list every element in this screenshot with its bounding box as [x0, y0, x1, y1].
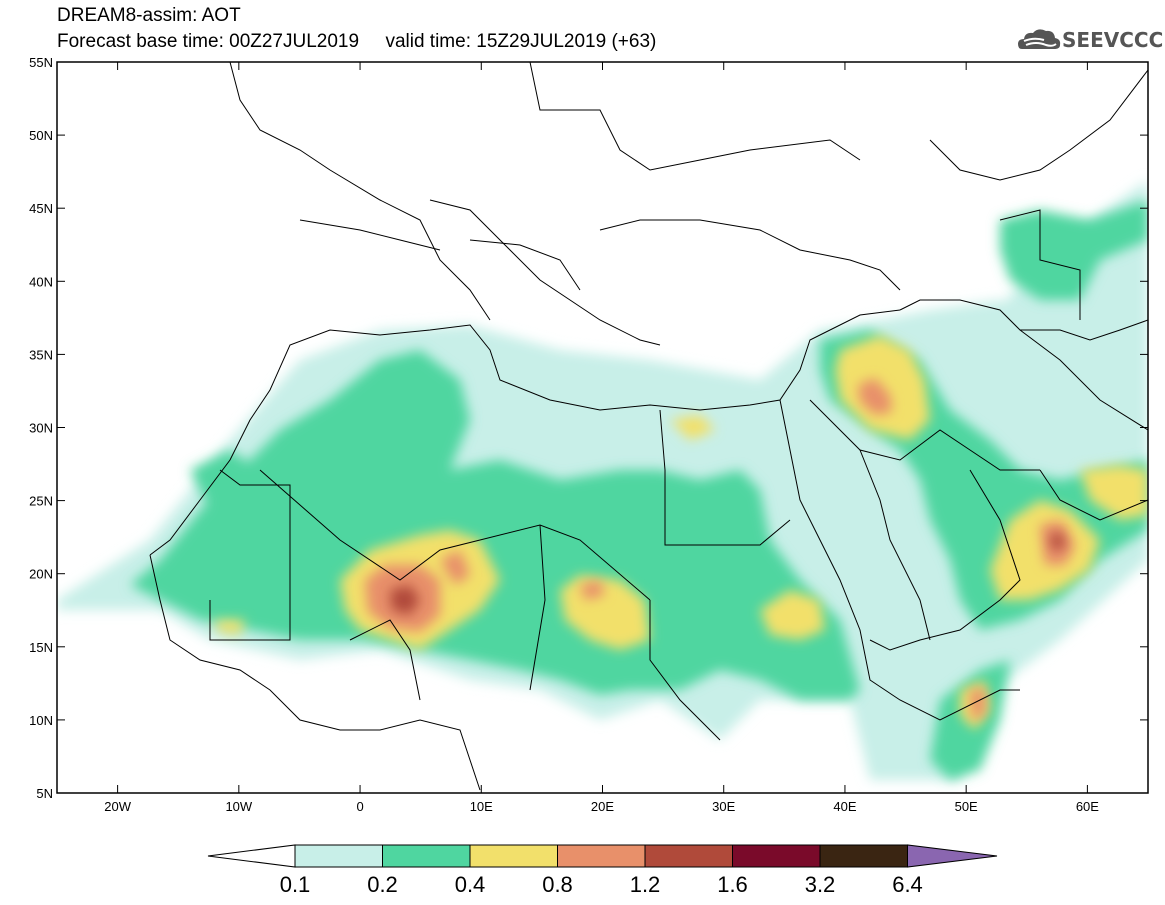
lat-label: 25N	[29, 494, 53, 509]
colorbar-label: 0.8	[542, 872, 573, 897]
lat-label: 20N	[29, 567, 53, 582]
lat-label: 45N	[29, 201, 53, 216]
colorbar	[207, 844, 998, 868]
latitude-axis: 55N 50N 45N 40N 35N 30N 25N 20N 15N 10N 5N	[29, 55, 1148, 801]
lon-label: 60E	[1076, 799, 1099, 814]
longitude-axis: 20W 10W 0 10E 20E 30E 40E 50E 60E	[104, 62, 1099, 814]
lat-label: 30N	[29, 421, 53, 436]
forecast-time-line: Forecast base time: 00Z27JUL2019 valid t…	[57, 31, 657, 52]
lon-label: 50E	[955, 799, 978, 814]
colorbar-segment	[732, 844, 821, 868]
lat-label: 35N	[29, 347, 53, 362]
lon-label: 10E	[470, 799, 493, 814]
lat-label: 15N	[29, 640, 53, 655]
colorbar-segment	[382, 844, 471, 868]
lat-label: 40N	[29, 274, 53, 289]
colorbar-segment	[557, 844, 646, 868]
lat-label: 55N	[29, 55, 53, 70]
lat-label: 5N	[36, 786, 53, 801]
colorbar-label: 3.2	[804, 872, 836, 897]
lon-label: 10W	[225, 799, 252, 814]
lon-label: 0	[356, 799, 363, 814]
colorbar-segment	[469, 844, 558, 868]
colorbar-label: 1.6	[717, 872, 748, 897]
lon-label: 20W	[104, 799, 131, 814]
map-title: DREAM8-assim: AOT	[57, 5, 241, 26]
lon-label: 40E	[833, 799, 856, 814]
lon-label: 30E	[712, 799, 735, 814]
seevccc-cloud-icon	[1018, 29, 1061, 49]
colorbar-segment	[294, 844, 383, 868]
lon-label: 20E	[591, 799, 614, 814]
colorbar-label: 0.1	[279, 872, 311, 897]
colorbar-segment	[644, 844, 733, 868]
lat-label: 50N	[29, 128, 53, 143]
lat-label: 10N	[29, 713, 53, 728]
colorbar-label: 6.4	[892, 872, 923, 897]
colorbar-label: 0.2	[367, 872, 398, 897]
colorbar-label: 1.2	[629, 872, 661, 897]
coastlines	[149, 62, 1148, 791]
colorbar-segment	[819, 844, 908, 868]
seevccc-logo: SEEVCCC	[1062, 28, 1164, 52]
aot-fields	[57, 180, 1148, 780]
colorbar-min-arrow	[207, 844, 296, 868]
colorbar-max-arrow	[907, 844, 998, 868]
colorbar-label: 0.4	[454, 872, 486, 897]
